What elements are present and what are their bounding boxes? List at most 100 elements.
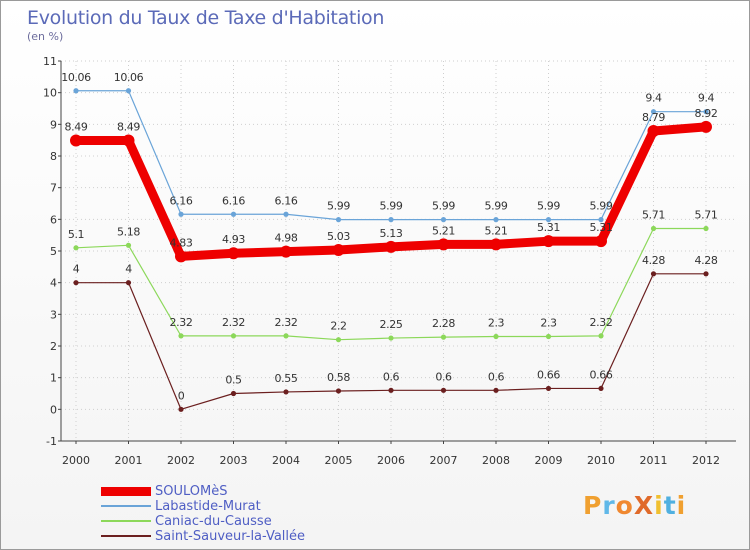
logo-letter: X (633, 491, 655, 520)
data-point (335, 388, 342, 394)
data-label: 5.99 (537, 200, 560, 213)
data-point (650, 225, 657, 232)
data-label: 4.28 (642, 254, 665, 267)
data-label: 0.55 (275, 372, 298, 385)
data-label: 6.16 (222, 194, 245, 207)
data-point (335, 217, 342, 223)
legend-item: Caniac-du-Causse (101, 514, 361, 529)
data-label: 0.66 (537, 368, 560, 381)
data-point (545, 385, 552, 392)
data-point (598, 385, 604, 392)
data-label: 4.93 (222, 233, 245, 246)
data-label: 4 (125, 263, 132, 276)
data-label: 5.03 (327, 230, 350, 243)
data-point (545, 217, 552, 223)
data-label: 0 (178, 389, 185, 402)
data-point (283, 333, 289, 339)
data-label: 6.16 (170, 194, 193, 207)
data-label: 8.79 (642, 111, 665, 124)
data-label: 2.3 (488, 317, 505, 330)
data-point (542, 235, 555, 248)
data-point (178, 211, 184, 217)
data-point (125, 280, 132, 286)
data-point (332, 244, 345, 257)
legend-item: Saint-Sauveur-la-Vallée (101, 529, 361, 544)
data-point (125, 88, 132, 94)
data-label: 0.5 (225, 374, 242, 387)
data-point (122, 134, 135, 147)
data-point (598, 217, 604, 223)
legend-swatch (101, 520, 151, 522)
data-point (440, 387, 447, 393)
x-tick-label: 2003 (220, 454, 248, 467)
data-label: 0.6 (488, 370, 505, 383)
data-point (283, 389, 289, 395)
y-tick-label: 5 (50, 245, 57, 258)
data-point (493, 217, 499, 223)
legend-swatch (101, 486, 151, 496)
y-tick-label: 10 (43, 87, 57, 100)
data-label: 2.32 (275, 316, 298, 329)
y-tick-label: 8 (50, 150, 57, 163)
data-label: 5.99 (380, 200, 403, 213)
data-point (545, 333, 552, 340)
data-label: 8.92 (695, 107, 718, 120)
y-tick-label: 0 (50, 403, 57, 416)
legend-item: SOULOMèS (101, 484, 361, 499)
data-point (650, 109, 657, 115)
data-label: 5.71 (642, 209, 665, 222)
data-label: 4.28 (695, 254, 718, 267)
data-point (73, 280, 79, 286)
legend-item: Labastide-Murat (101, 499, 361, 514)
x-tick-label: 2007 (430, 454, 458, 467)
y-tick-label: 2 (50, 340, 57, 353)
data-point (385, 240, 397, 253)
data-label: 2.3 (540, 317, 557, 330)
data-label: 5.21 (432, 224, 455, 237)
data-point (230, 390, 237, 397)
data-point (703, 225, 709, 232)
series-saint-sauveur-la-vall-e: 4 4 0 0.5 0.55 0.58 0.6 0.6 0.6 0.66 0.66 4.28 4.28 (73, 254, 718, 412)
data-label: 5.99 (327, 200, 350, 213)
data-point (388, 387, 394, 393)
y-tick-label: -1 (46, 435, 57, 448)
data-point (647, 124, 660, 137)
legend-label: SOULOMèS (155, 484, 228, 499)
logo-letter: t (663, 491, 677, 520)
x-tick-label: 2000 (62, 454, 90, 467)
data-point (175, 250, 187, 263)
legend-swatch (101, 535, 151, 537)
proxiti-logo: ProXiti (583, 491, 686, 520)
legend-label: Caniac-du-Causse (155, 514, 272, 529)
x-tick-label: 2006 (377, 454, 405, 467)
chart-legend: SOULOMèS Labastide-Murat Caniac-du-Causse S… (101, 484, 361, 544)
logo-letter: r (602, 491, 616, 520)
chart-title: Evolution du Taux de Taxe d'Habitation (27, 7, 385, 29)
data-label: 5.13 (380, 227, 403, 240)
x-tick-label: 2010 (587, 454, 615, 467)
data-label: 4.98 (275, 232, 298, 245)
legend-label: Labastide-Murat (155, 499, 261, 514)
data-point (388, 217, 394, 223)
data-point (703, 109, 709, 115)
data-label: 2.32 (590, 316, 613, 329)
chart-subtitle: (en %) (27, 30, 64, 43)
data-label: 5.31 (590, 221, 613, 234)
y-tick-label: 11 (43, 55, 57, 68)
data-point (70, 134, 82, 147)
data-label: 6.16 (275, 194, 298, 207)
data-label: 2.32 (222, 316, 245, 329)
logo-letter: i (676, 491, 687, 520)
x-tick-label: 2002 (167, 454, 195, 467)
data-point (598, 333, 604, 339)
y-tick-label: 7 (50, 182, 57, 195)
x-tick-label: 2009 (535, 454, 563, 467)
data-point (230, 333, 237, 339)
x-tick-label: 2005 (325, 454, 353, 467)
data-point (280, 245, 292, 258)
data-label: 5.1 (68, 228, 84, 241)
data-label: 2.25 (380, 318, 403, 331)
data-label: 5.99 (432, 200, 455, 213)
data-point (703, 271, 709, 277)
